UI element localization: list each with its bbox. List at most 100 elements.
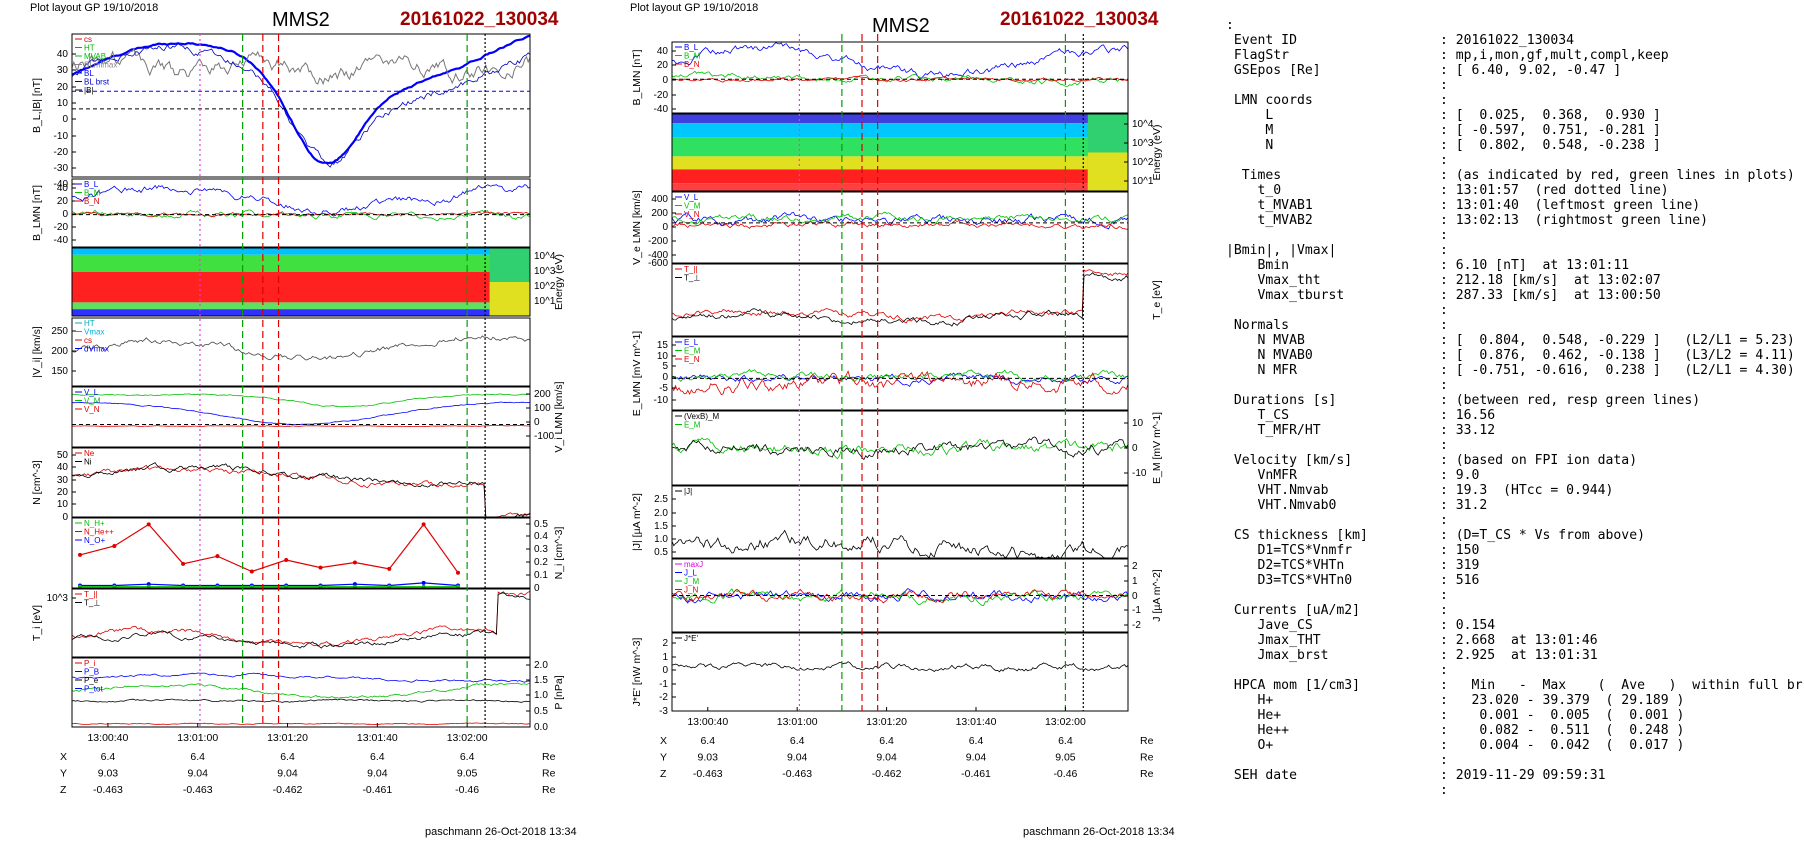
data-point bbox=[146, 522, 151, 527]
x-tick-label: 13:01:00 bbox=[177, 732, 218, 744]
y-tick-label: -30 bbox=[54, 163, 69, 174]
y-axis-label: E_M [mV m^-1] bbox=[1151, 412, 1163, 484]
series-line bbox=[671, 372, 1129, 387]
series-line bbox=[671, 42, 1129, 80]
info-row: N MFR: [ -0.751, -0.616, 0.238 ] (L2/L1 … bbox=[1226, 363, 1804, 378]
legend-entry: (VexB)_M bbox=[684, 412, 719, 421]
legend-entry: J*E' bbox=[684, 634, 698, 643]
y-axis-label: N [cm^-3] bbox=[31, 460, 43, 505]
pos-value: 9.05 bbox=[1055, 752, 1076, 764]
pos-value: 6.4 bbox=[700, 735, 715, 747]
series-line bbox=[71, 698, 531, 703]
info-value: : bbox=[1440, 303, 1448, 318]
y-tick-label: 200 bbox=[534, 389, 551, 400]
pos-value: 6.4 bbox=[879, 735, 894, 747]
legend-entry: cs bbox=[84, 35, 92, 44]
y-tick-label: -5 bbox=[659, 383, 668, 394]
series-line bbox=[671, 370, 1129, 396]
pos-value: -0.462 bbox=[872, 768, 902, 780]
pos-value: -0.46 bbox=[1053, 768, 1077, 780]
y-tick-label: 0.5 bbox=[534, 706, 548, 717]
info-value: : 19.3 (HTcc = 0.944) bbox=[1440, 483, 1614, 498]
info-row: Currents [uA/m2]: bbox=[1226, 603, 1804, 618]
info-row: Event ID: 20161022_130034 bbox=[1226, 33, 1804, 48]
right-footer: paschmann 26-Oct-2018 13:34 bbox=[1023, 826, 1175, 838]
info-value: : bbox=[1440, 228, 1448, 243]
pos-value: 9.03 bbox=[98, 768, 119, 780]
pos-value: 6.4 bbox=[280, 751, 295, 763]
y-tick-label: 10 bbox=[1132, 418, 1144, 429]
left-panel-8: 2.0 1.5 1.0 0.5 0.0 P [nPa] P_iP_BP_eP_tot bbox=[71, 657, 565, 733]
info-row: Bmin: 6.10 [nT] at 13:01:11 bbox=[1226, 258, 1804, 273]
info-row: : bbox=[1226, 153, 1804, 168]
info-key: H+ bbox=[1226, 693, 1274, 708]
legend-entry: dVmax bbox=[84, 345, 109, 354]
info-row: Durations [s]: (between red, resp green … bbox=[1226, 393, 1804, 408]
legend-entry: B_N bbox=[684, 60, 700, 69]
series-line bbox=[671, 211, 1129, 225]
x-tick-label: 13:01:00 bbox=[777, 716, 818, 728]
legend-entry: B_N bbox=[84, 197, 100, 206]
y-tick-label: 15 bbox=[657, 340, 669, 351]
right-panel-2: 400 200 0 -200 -400-600 V_e LMN [km/s] V_LV_MV… bbox=[631, 190, 1129, 269]
info-value: : bbox=[1440, 663, 1448, 678]
legend-entry: J_L bbox=[684, 569, 697, 578]
info-row: FlagStr: mp,i,mon,gf,mult,compl,keep bbox=[1226, 48, 1804, 63]
info-key: HPCA mom [1/cm3] bbox=[1226, 678, 1361, 693]
info-row: : bbox=[1226, 303, 1804, 318]
info-key: Bmin bbox=[1226, 258, 1290, 273]
info-key: |Bmin|, |Vmax| bbox=[1226, 243, 1337, 258]
info-key: Vmax_tburst bbox=[1226, 288, 1345, 303]
info-key: VHT.Nmvab bbox=[1226, 483, 1329, 498]
pos-unit: Re bbox=[1140, 752, 1154, 764]
y-tick-label: 0 bbox=[662, 372, 668, 383]
info-value: : (as indicated by red, green lines in p… bbox=[1440, 168, 1795, 183]
y-axis-label: P [nPa] bbox=[553, 675, 565, 709]
pos-unit: Re bbox=[542, 768, 556, 780]
info-row: T_MFR/HT: 33.12 bbox=[1226, 423, 1804, 438]
y-tick-label: 0 bbox=[62, 209, 68, 220]
legend-entry: Vmax bbox=[84, 328, 104, 337]
legend-entry: MVAB bbox=[84, 52, 106, 61]
info-row: D1=TCS*Vnmfr: 150 bbox=[1226, 543, 1804, 558]
event-info-table: : Event ID: 20161022_130034 FlagStr: mp,… bbox=[1226, 18, 1804, 798]
info-value: : bbox=[1440, 603, 1448, 618]
y-tick-label: -200 bbox=[648, 236, 668, 247]
legend-entry: E_N bbox=[684, 355, 700, 364]
legend-entry: Ne bbox=[84, 449, 95, 458]
info-row: : bbox=[1226, 438, 1804, 453]
legend-entry: J_N bbox=[684, 586, 698, 595]
y-tick-label: 1 bbox=[1132, 576, 1138, 587]
y-axis-label: J [µA m^-2] bbox=[1151, 569, 1163, 621]
legend-entry: BL brst bbox=[84, 78, 110, 87]
info-row: Times: (as indicated by red, green lines… bbox=[1226, 168, 1804, 183]
info-key: Durations [s] bbox=[1226, 393, 1337, 408]
y-tick-label: 0.3 bbox=[534, 544, 548, 555]
y-tick-label: 10^4 bbox=[1132, 119, 1154, 130]
series-line bbox=[71, 672, 531, 683]
info-key: He+ bbox=[1226, 708, 1282, 723]
legend-entry: P_i bbox=[84, 659, 96, 668]
y-axis-label: T_e [eV] bbox=[1151, 280, 1163, 320]
y-tick-label: -40 bbox=[54, 179, 69, 190]
info-value: : [ -0.597, 0.751, -0.281 ] bbox=[1440, 123, 1661, 138]
legend-entry: V_N bbox=[684, 210, 700, 219]
series-line bbox=[71, 211, 531, 218]
data-point bbox=[421, 580, 426, 585]
y-tick-label: 0 bbox=[62, 114, 68, 125]
legend-entry: E_M bbox=[684, 347, 701, 356]
info-value: : [ 0.804, 0.548, -0.229 ] (L2/L1 = 5.23… bbox=[1440, 333, 1795, 348]
series-line bbox=[671, 437, 1129, 460]
pos-value: 9.04 bbox=[966, 752, 987, 764]
y-axis-label: |V_i| [km/s] bbox=[31, 326, 43, 378]
info-row: VHT.Nmvab0: 31.2 bbox=[1226, 498, 1804, 513]
legend-entry: V_L bbox=[684, 193, 699, 202]
left-footer: paschmann 26-Oct-2018 13:34 bbox=[425, 826, 577, 838]
y-axis-label: E_LMN [mV m^-1] bbox=[631, 331, 643, 417]
panel-frame bbox=[71, 588, 531, 658]
spectrogram-band bbox=[72, 309, 530, 316]
